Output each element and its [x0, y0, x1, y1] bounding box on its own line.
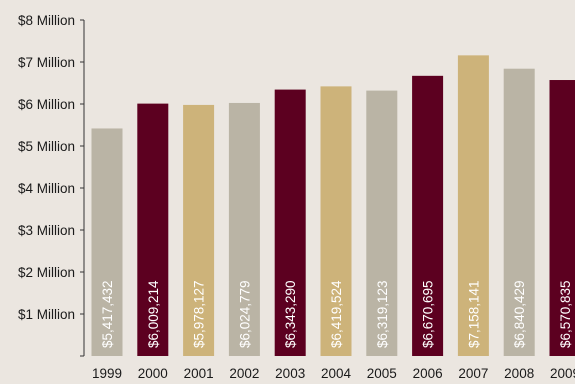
bar-2003 [274, 89, 306, 356]
x-category-label: 2003 [275, 366, 305, 381]
bar-2002 [228, 102, 260, 356]
bar-2008 [503, 68, 535, 357]
bar-2006 [412, 75, 444, 356]
x-category-label: 1999 [92, 366, 122, 381]
bar-2009 [549, 80, 575, 356]
bar-2005 [366, 90, 398, 356]
bar-value-label: $6,670,695 [421, 280, 436, 348]
y-tick-label: $2 Million [18, 265, 75, 280]
bars-group: $5,417,432 $6,009,214 $5,978,127 $6,024,779… [91, 55, 575, 357]
x-category-label: 2007 [458, 366, 488, 381]
x-category-label: 2005 [367, 366, 397, 381]
y-tick-label: $5 Million [18, 139, 75, 154]
y-tick-label: $1 Million [18, 307, 75, 322]
y-tick-label: $4 Million [18, 181, 75, 196]
x-axis-labels: 1999 2000 2001 2002 2003 2004 2005 2006 2007 2008… [92, 366, 575, 381]
bar-value-label: $5,978,127 [192, 280, 207, 348]
bar-2000 [137, 103, 169, 357]
bar-value-label: $6,419,524 [329, 280, 344, 348]
bar-value-label: $6,319,123 [375, 280, 390, 348]
x-category-label: 2008 [504, 366, 534, 381]
bar-value-label: $6,570,835 [558, 280, 573, 348]
bar-2007 [457, 55, 489, 356]
bar-value-label: $7,158,141 [466, 280, 481, 348]
x-category-label: 2006 [413, 366, 443, 381]
bar-value-label: $6,840,429 [512, 280, 527, 348]
bar-value-label: $5,417,432 [100, 280, 115, 348]
bar-1999 [91, 128, 123, 356]
x-category-label: 2004 [321, 366, 352, 381]
y-tick-label: $6 Million [18, 97, 75, 112]
bar-value-label: $6,009,214 [146, 280, 161, 348]
x-category-label: 2000 [138, 366, 168, 381]
x-category-label: 2002 [229, 366, 259, 381]
y-tick-label: $8 Million [18, 13, 75, 28]
bar-value-label: $6,024,779 [237, 280, 252, 348]
bar-2001 [183, 104, 215, 356]
bar-2004 [320, 86, 352, 356]
y-tick-label: $3 Million [18, 223, 75, 238]
x-category-label: 2001 [184, 366, 214, 381]
y-tick-label: $7 Million [18, 55, 75, 70]
y-axis-ticks: $1 Million $2 Million $3 Million $4 Million… [18, 13, 84, 357]
x-category-label: 2009 [550, 366, 575, 381]
bar-value-label: $6,343,290 [283, 280, 298, 348]
